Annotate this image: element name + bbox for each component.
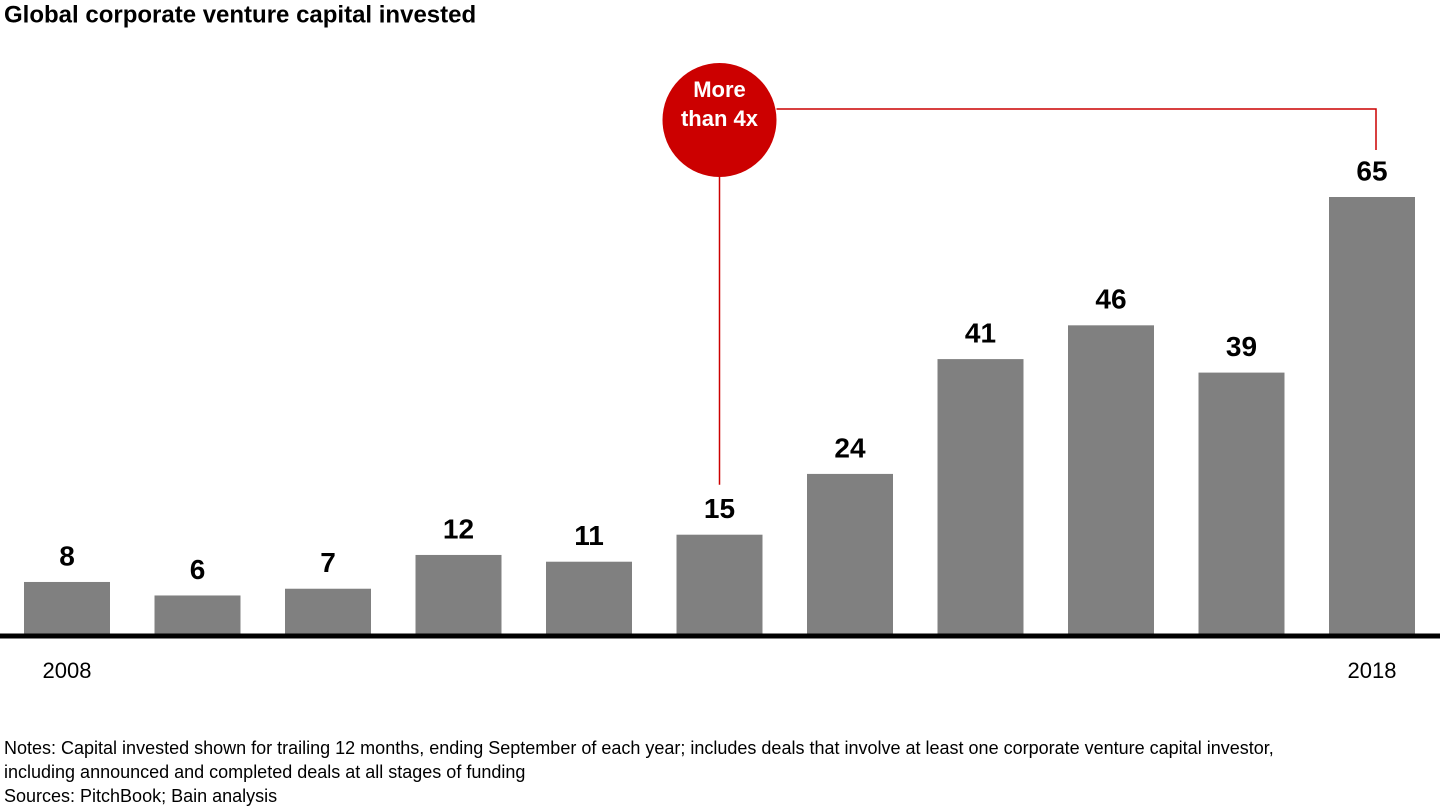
bar xyxy=(24,581,110,636)
bar xyxy=(1329,197,1415,636)
notes: including announced and completed deals … xyxy=(4,762,525,782)
value-label: 11 xyxy=(574,520,604,551)
bar xyxy=(1198,372,1285,636)
sources: Sources: PitchBook; Bain analysis xyxy=(4,786,277,806)
bar xyxy=(676,534,763,636)
value-label: 15 xyxy=(704,493,735,524)
bar xyxy=(415,554,502,636)
chart-title: Global corporate venture capital investe… xyxy=(4,1,476,28)
value-label: 6 xyxy=(190,554,206,585)
value-label: 24 xyxy=(834,432,866,463)
value-label: 12 xyxy=(443,513,474,544)
x-tick-label: 2018 xyxy=(1348,658,1397,683)
bar xyxy=(546,561,632,636)
annotation-line xyxy=(776,108,1377,150)
annotation-circle xyxy=(662,63,777,177)
bar xyxy=(937,359,1024,636)
x-tick-label: 2008 xyxy=(43,658,92,683)
bar xyxy=(154,595,241,636)
value-label: 46 xyxy=(1095,284,1126,315)
annotation-text: than 4x xyxy=(681,106,759,131)
value-label: 7 xyxy=(320,547,336,578)
value-label: 65 xyxy=(1356,155,1387,186)
value-label: 8 xyxy=(59,540,75,571)
notes: Notes: Capital invested shown for traili… xyxy=(4,738,1274,758)
annotation-text: More xyxy=(693,77,746,102)
bar xyxy=(285,588,371,636)
bar xyxy=(807,473,893,636)
bar xyxy=(1068,325,1154,636)
value-label: 41 xyxy=(965,317,996,348)
value-label: 39 xyxy=(1226,331,1257,362)
